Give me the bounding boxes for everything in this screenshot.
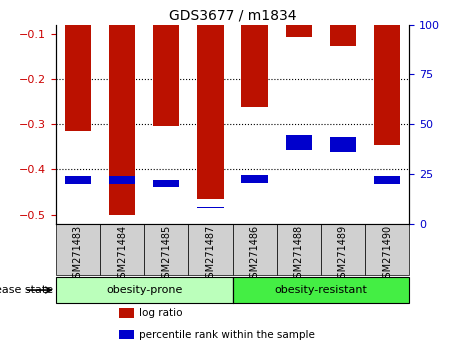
Bar xyxy=(188,224,232,275)
Bar xyxy=(374,176,400,184)
Text: GSM271489: GSM271489 xyxy=(338,225,348,284)
Bar xyxy=(144,224,188,275)
Text: GSM271486: GSM271486 xyxy=(250,225,259,284)
Bar xyxy=(241,175,268,183)
Bar xyxy=(100,224,144,275)
Bar xyxy=(56,224,100,275)
Text: percentile rank within the sample: percentile rank within the sample xyxy=(139,330,315,340)
Text: obesity-prone: obesity-prone xyxy=(106,285,182,295)
Bar xyxy=(197,0,224,199)
Text: GSM271484: GSM271484 xyxy=(117,225,127,284)
Bar xyxy=(241,0,268,107)
Text: obesity-resistant: obesity-resistant xyxy=(274,285,367,295)
Bar xyxy=(277,224,321,275)
Text: GSM271488: GSM271488 xyxy=(294,225,304,284)
Bar xyxy=(65,0,91,131)
Bar xyxy=(56,277,232,303)
Bar xyxy=(109,176,135,184)
Bar xyxy=(153,180,179,188)
Bar xyxy=(286,0,312,38)
Bar xyxy=(65,176,91,184)
Bar xyxy=(374,0,400,144)
Text: GSM271487: GSM271487 xyxy=(206,225,215,285)
Bar xyxy=(365,224,409,275)
Bar xyxy=(153,0,179,126)
Bar xyxy=(109,0,135,215)
Text: disease state: disease state xyxy=(0,285,53,295)
Title: GDS3677 / m1834: GDS3677 / m1834 xyxy=(169,8,296,22)
Bar xyxy=(330,137,356,152)
Text: GSM271483: GSM271483 xyxy=(73,225,83,284)
Bar xyxy=(286,135,312,150)
Bar xyxy=(120,330,133,339)
Text: GSM271490: GSM271490 xyxy=(382,225,392,284)
Text: log ratio: log ratio xyxy=(139,308,182,318)
Bar xyxy=(120,308,133,318)
Bar xyxy=(232,224,277,275)
Bar xyxy=(321,224,365,275)
Bar xyxy=(232,277,409,303)
Text: GSM271485: GSM271485 xyxy=(161,225,171,285)
Bar xyxy=(330,0,356,46)
Bar xyxy=(197,207,224,208)
